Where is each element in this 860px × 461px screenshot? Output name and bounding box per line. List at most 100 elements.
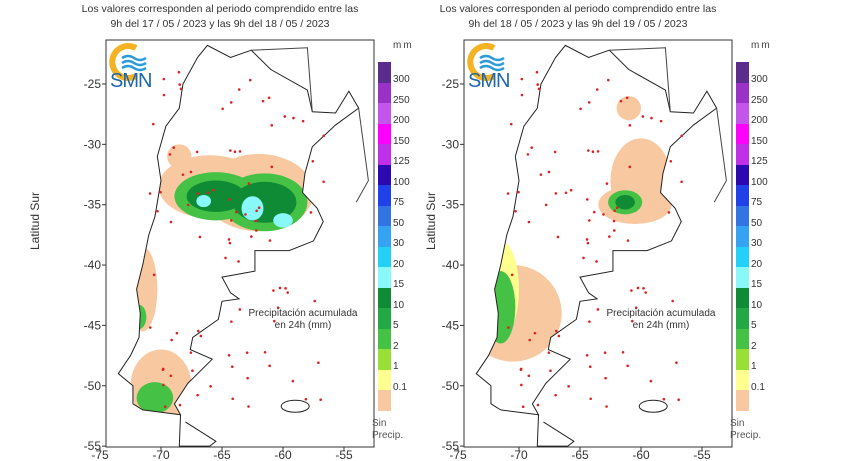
station-dot: [211, 188, 215, 192]
station-dot: [238, 150, 242, 153]
legend-level-label: 20: [393, 258, 405, 270]
station-dot: [595, 88, 599, 91]
legend-swatch: [378, 164, 391, 185]
station-dot: [227, 198, 231, 201]
y-tick-label: -55: [84, 439, 102, 453]
station-dot: [527, 220, 531, 224]
smn-logo-icon: [109, 43, 147, 81]
station-dot: [199, 334, 203, 338]
station-dot: [229, 219, 233, 222]
station-dot: [615, 206, 619, 210]
station-dot: [608, 235, 611, 238]
station-dot: [162, 93, 166, 97]
station-dot: [547, 170, 551, 174]
station-dot: [680, 180, 683, 184]
precip-area: [615, 195, 635, 210]
station-dot: [547, 351, 551, 354]
precipitation-map: -75 -70 -65 -60 -55 -25 -30 -35 -40 -45 -50 -55: [84, 39, 375, 461]
station-dot: [168, 153, 172, 156]
station-dot: [283, 115, 287, 118]
legend-swatch: [378, 390, 391, 411]
station-dot: [642, 287, 645, 290]
station-dot: [613, 209, 616, 213]
caption-line-1: Precipitación acumulada: [606, 308, 716, 319]
station-dot: [272, 289, 275, 292]
y-axis-label: Latitud Sur: [28, 191, 42, 250]
legend-swatch: [736, 287, 749, 308]
x-tick-label: -55: [693, 448, 711, 461]
station-dot: [227, 353, 231, 357]
map-caption: Precipitación acumulada en 24h (mm): [596, 308, 726, 332]
legend-level-label: 125: [393, 156, 410, 167]
logo-text: SMN: [468, 70, 510, 92]
legend-level-label: 15: [751, 279, 763, 290]
station-dot: [605, 182, 609, 185]
y-tick-label: -50: [442, 379, 460, 393]
malvinas: [638, 399, 668, 413]
station-dot: [586, 241, 590, 245]
station-dot: [186, 203, 190, 207]
legend-swatch: [736, 308, 749, 329]
station-dot: [675, 361, 678, 365]
legend-swatch: [378, 123, 391, 144]
station-dot: [567, 385, 570, 388]
station-dot: [533, 331, 537, 335]
legend-level-label: 250: [751, 94, 768, 106]
legend-level-label: 15: [393, 279, 405, 290]
station-dot: [649, 379, 653, 383]
no-precip-line-2: Precip.: [730, 430, 762, 441]
station-dot: [585, 353, 589, 357]
y-tick-label: -35: [84, 198, 102, 212]
station-dot: [677, 398, 680, 402]
legend-swatch: [378, 287, 391, 308]
station-dot: [313, 299, 316, 303]
station-dot: [641, 115, 645, 118]
legend-level-label: 300: [393, 74, 410, 85]
station-dot: [292, 116, 295, 120]
station-dot: [237, 88, 241, 91]
legend-swatch: [736, 328, 749, 349]
precip-area: [273, 213, 293, 228]
no-precip-line-1: Sin: [372, 418, 387, 429]
legend-level-label: 10: [393, 299, 405, 311]
station-dot: [224, 256, 227, 260]
precip-area: [616, 96, 641, 121]
legend-level-label: 5: [393, 320, 399, 331]
station-dot: [196, 393, 199, 397]
station-dot: [238, 308, 242, 311]
uruguay-border: [355, 108, 369, 203]
legend-swatch: [378, 205, 391, 226]
paraguay-border: [609, 47, 671, 112]
station-dot: [291, 379, 295, 383]
station-dot: [585, 238, 589, 241]
station-dot: [669, 160, 673, 163]
station-dot: [191, 369, 194, 373]
caption-line-1: Precipitación acumulada: [248, 308, 358, 319]
station-dot: [520, 93, 524, 97]
station-dot: [254, 219, 258, 223]
y-tick-label: -50: [84, 379, 102, 393]
tierra-del-fuego: [536, 414, 575, 447]
station-dot: [628, 124, 632, 127]
y-tick-label: -55: [442, 439, 460, 453]
station-dot: [612, 219, 616, 223]
no-precip-label: Sin Precip.: [372, 418, 403, 442]
station-dot: [169, 374, 173, 378]
legend-swatch: [736, 205, 749, 226]
station-dot: [234, 210, 238, 214]
station-dot: [276, 306, 280, 310]
legend-level-label: 1: [393, 361, 399, 372]
legend-level-label: 20: [751, 258, 763, 270]
legend-swatch: [378, 185, 391, 206]
legend-level-label: 250: [393, 94, 410, 106]
legend-level-label: 200: [393, 115, 410, 126]
station-dot: [247, 182, 251, 185]
station-dot: [177, 70, 181, 74]
malvinas: [280, 399, 310, 413]
station-dot: [189, 170, 193, 174]
station-dot: [189, 351, 193, 354]
station-dot: [228, 241, 232, 245]
station-dot: [582, 256, 585, 260]
legend-swatch: [736, 103, 749, 124]
map-panel-2: Los valores corresponden al periodo comp…: [358, 0, 788, 461]
